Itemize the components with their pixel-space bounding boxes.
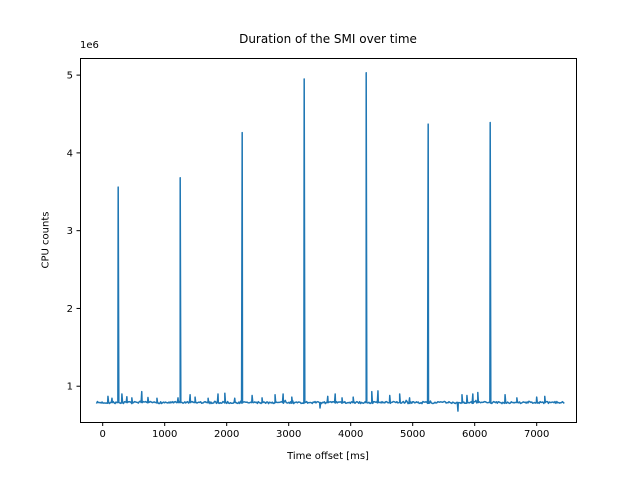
x-tick-label: 6000 — [462, 429, 487, 440]
y-tick-label: 2 — [67, 304, 73, 315]
x-tick-label: 2000 — [214, 429, 239, 440]
y-tick-label: 5 — [67, 71, 73, 82]
y-tick-label: 4 — [67, 148, 73, 159]
x-axis-label: Time offset [ms] — [287, 451, 369, 462]
x-tick-label: 5000 — [400, 429, 425, 440]
chart-title: Duration of the SMI over time — [239, 32, 417, 46]
data-line-series — [95, 72, 565, 412]
x-tick-label: 3000 — [276, 429, 301, 440]
x-tick-label: 0 — [100, 429, 106, 440]
y-axis-offset-label: 1e6 — [80, 40, 99, 51]
x-tick-label: 4000 — [338, 429, 363, 440]
y-tick-label: 3 — [67, 226, 73, 237]
x-tick-label: 1000 — [152, 429, 177, 440]
y-tick-label: 1 — [67, 382, 73, 393]
x-tick-label: 7000 — [524, 429, 549, 440]
axes-spines — [80, 58, 577, 423]
y-axis-label: CPU counts — [40, 211, 52, 269]
